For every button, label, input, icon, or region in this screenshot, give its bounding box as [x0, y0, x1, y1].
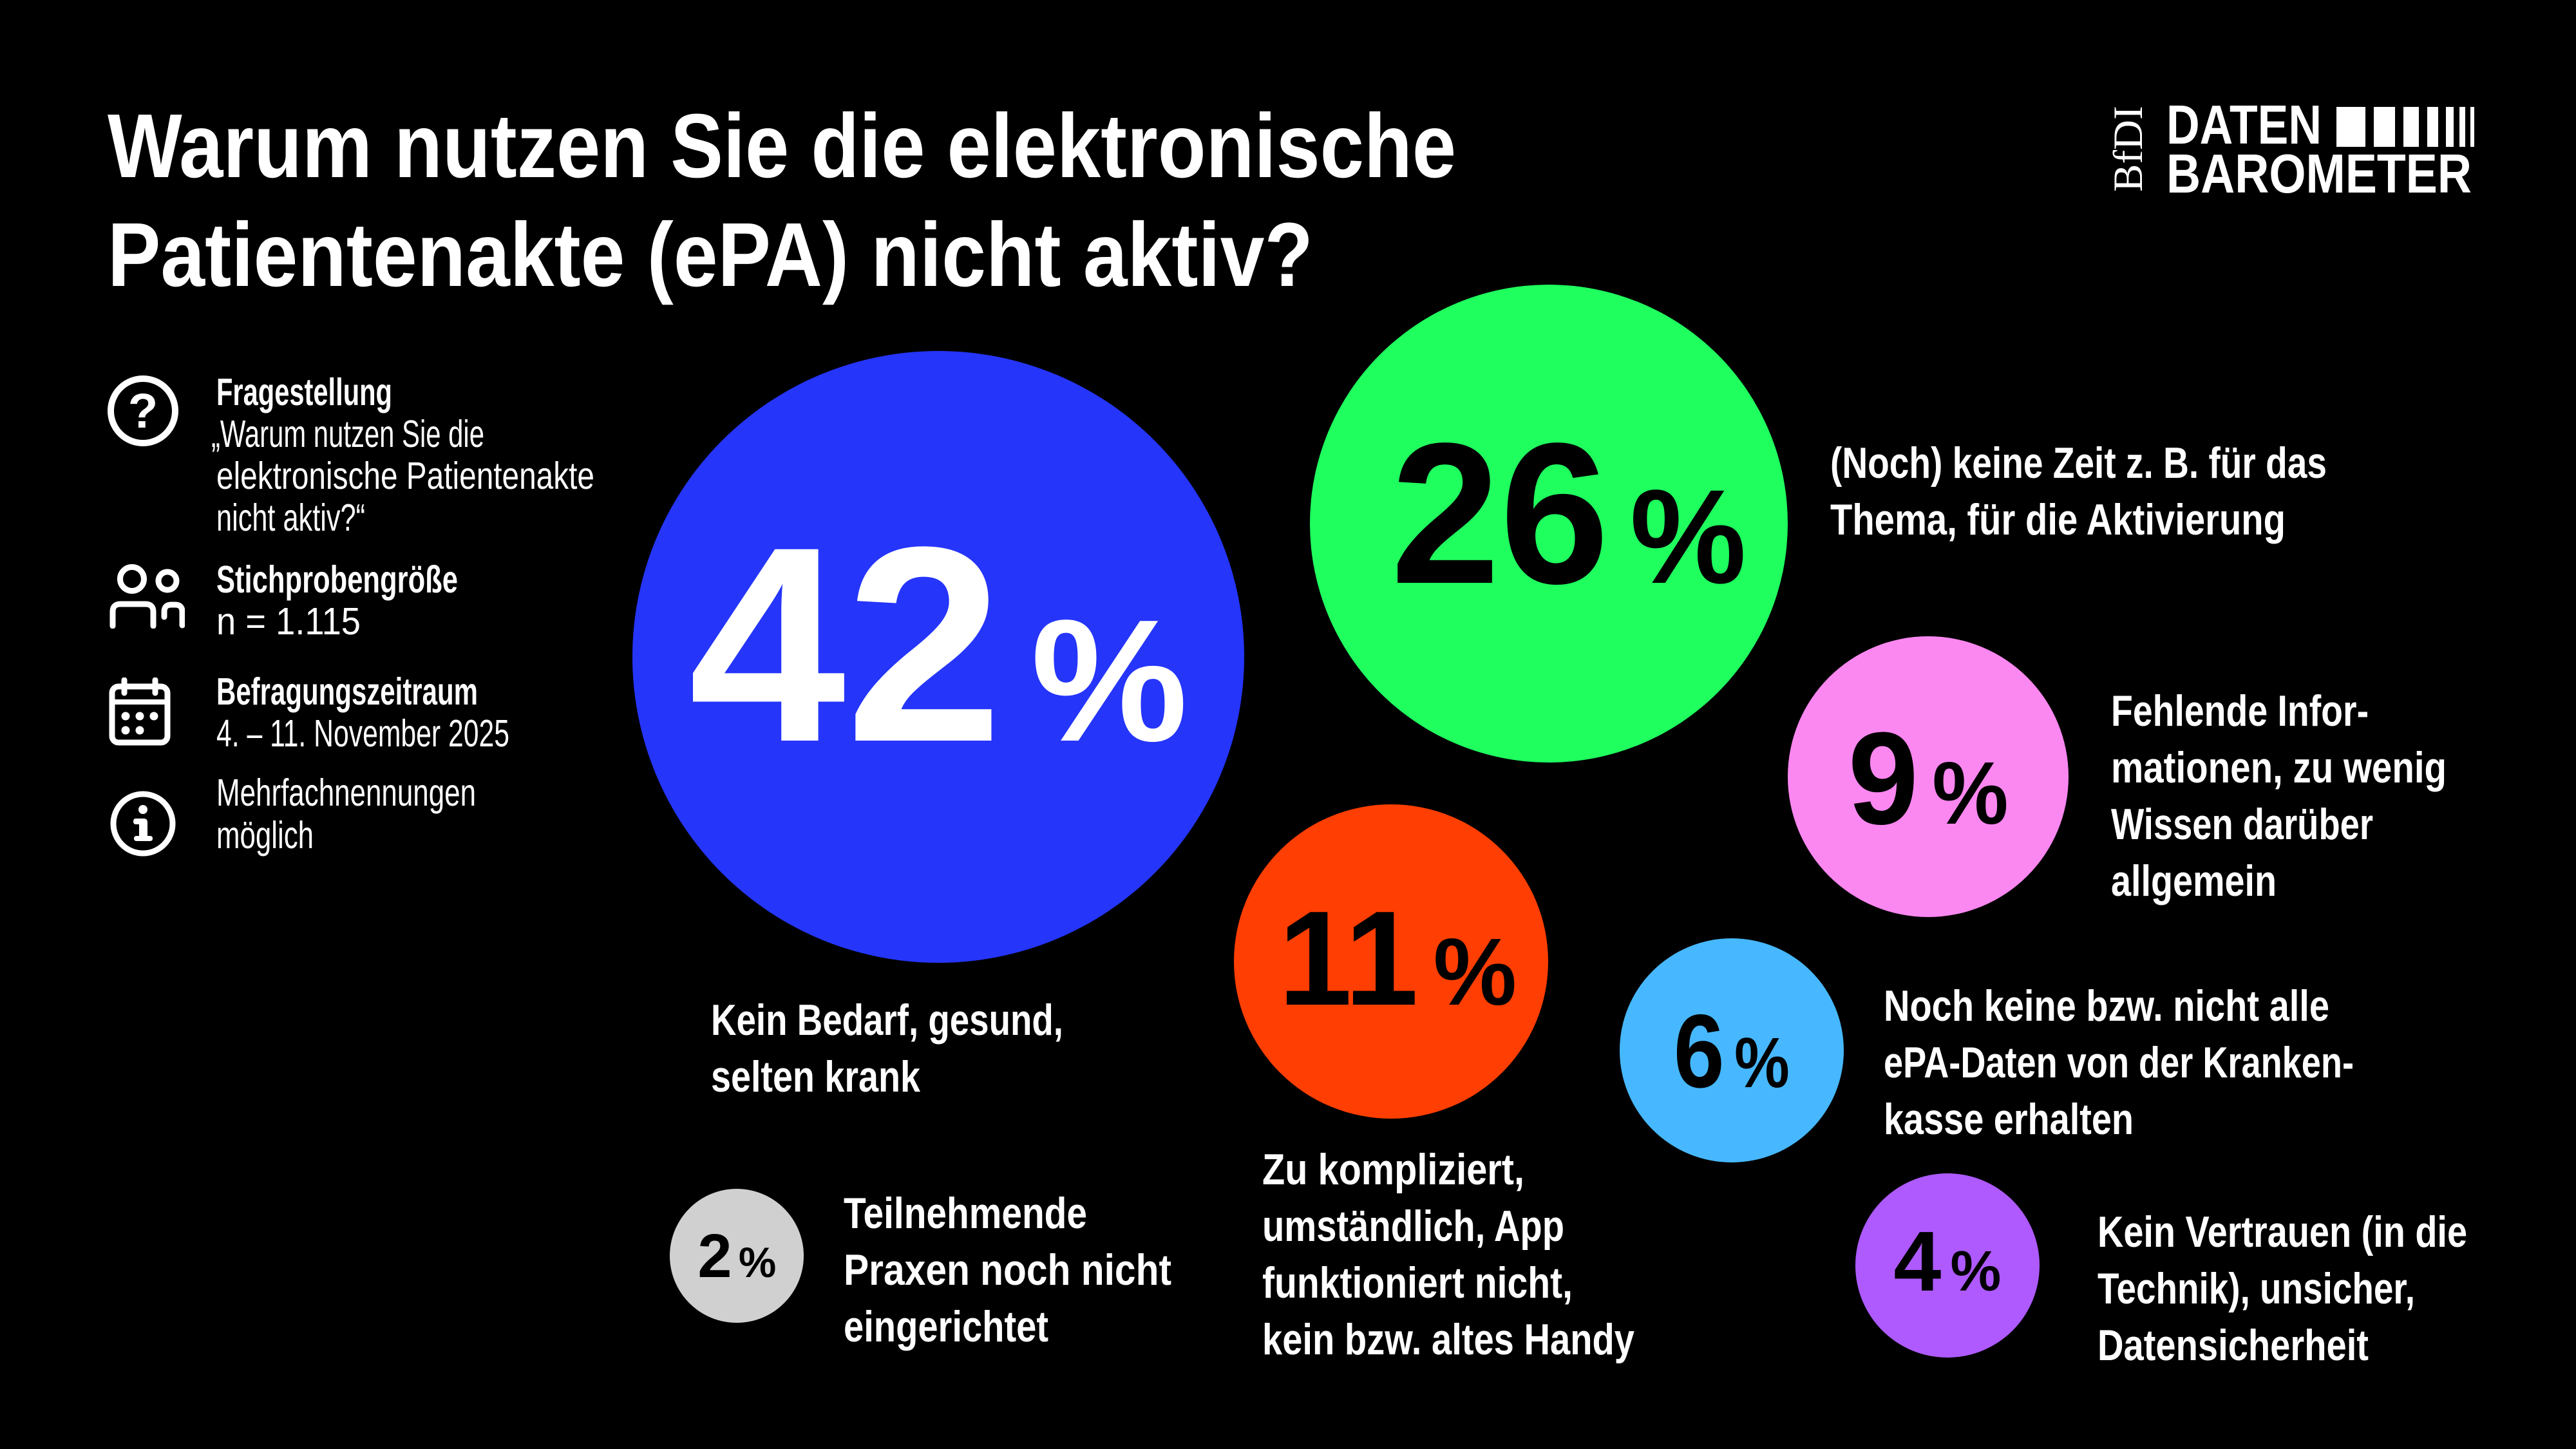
svg-text:?: ?	[128, 384, 158, 439]
